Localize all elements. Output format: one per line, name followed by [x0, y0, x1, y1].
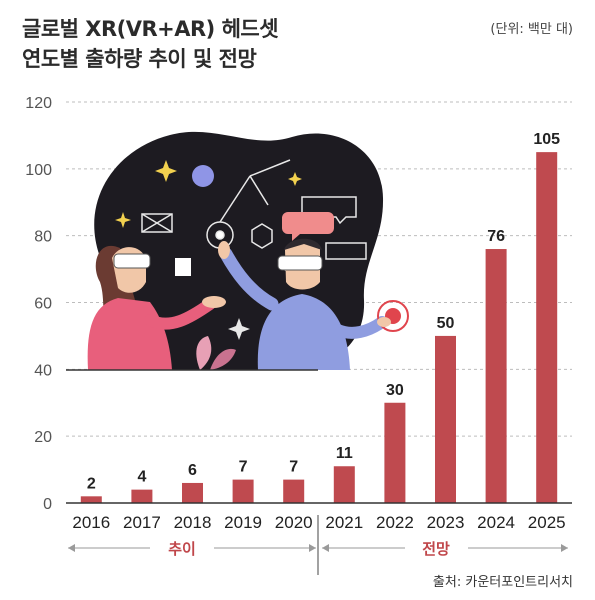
bar-2023: [435, 335, 456, 503]
source-label: 출처: 카운터포인트리서치: [432, 575, 573, 590]
history-label: 추이: [168, 540, 196, 558]
value-label-2023: 50: [437, 315, 455, 332]
x-tick-label-2025: 2025: [528, 513, 566, 532]
y-tick-label: 120: [25, 95, 52, 112]
value-label-2019: 7: [239, 459, 248, 476]
y-tick-label: 60: [34, 296, 52, 313]
value-label-2016: 2: [87, 475, 96, 492]
value-label-2018: 6: [188, 462, 197, 479]
bars: 2 4 6 7 7 11 30 50 76 105: [80, 131, 560, 503]
bar-2019: [232, 479, 254, 503]
chart-title: 글로벌 XR(VR+AR) 헤드셋 연도별 출하량 추이 및 전망: [22, 14, 279, 74]
x-tick-label-2018: 2018: [174, 513, 212, 532]
y-tick-label: 20: [34, 429, 52, 446]
unit-label: (단위: 백만 대): [490, 22, 573, 37]
x-tick-label-2023: 2023: [427, 513, 465, 532]
value-label-2024: 76: [487, 228, 505, 245]
value-label-2017: 4: [137, 469, 146, 486]
value-label-2022: 30: [386, 382, 404, 399]
bar-2021: [333, 466, 355, 503]
value-label-2021: 11: [336, 445, 353, 462]
y-tick-label: 100: [25, 162, 52, 179]
bar-2018: [182, 482, 203, 503]
period-brackets: 추이 전망: [68, 515, 568, 575]
x-tick-label-2016: 2016: [72, 513, 110, 532]
x-tick-label-2017: 2017: [123, 513, 161, 532]
x-tick-label-2019: 2019: [224, 513, 262, 532]
y-tick-label: 80: [34, 229, 52, 246]
y-tick-label: 40: [34, 362, 52, 379]
bar-2024: [485, 249, 507, 503]
bar-2020: [283, 479, 305, 503]
bar-2016: [80, 496, 102, 503]
x-tick-label-2024: 2024: [477, 513, 515, 532]
y-tick-label: 0: [43, 496, 52, 513]
x-tick-label-2020: 2020: [275, 513, 313, 532]
bar-2022: [384, 402, 406, 503]
value-label-2020: 7: [289, 459, 298, 476]
x-axis-labels: 2016 2017 2018 2019 2020 2021 2022 2023 2024 2025: [72, 513, 565, 532]
bar-2017: [131, 489, 153, 503]
forecast-label: 전망: [422, 540, 450, 558]
x-tick-label-2022: 2022: [376, 513, 414, 532]
y-axis-ticks: 0 20 40 60 80 100 120: [25, 95, 52, 513]
vr-illustration-icon: [66, 131, 409, 371]
chart-title-line1: 글로벌 XR(VR+AR) 헤드셋: [22, 17, 279, 41]
x-tick-label-2021: 2021: [325, 513, 363, 532]
value-label-2025: 105: [533, 131, 560, 148]
chart-title-line2: 연도별 출하량 추이 및 전망: [22, 47, 257, 71]
bar-2025: [536, 152, 558, 503]
